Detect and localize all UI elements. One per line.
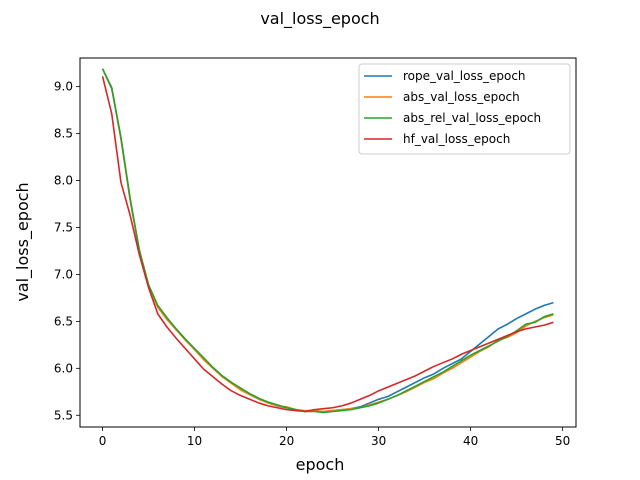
x-axis-label: epoch — [296, 455, 345, 474]
x-tick-label: 50 — [555, 434, 570, 448]
y-tick-label: 8.0 — [54, 174, 73, 188]
y-tick-label: 5.5 — [54, 408, 73, 422]
x-tick-label: 20 — [279, 434, 294, 448]
series-layer — [101, 68, 554, 414]
ticks-layer: 0 10 20 30 40 50 5.5 6.0 6.5 7.0 7.5 8.0 8.5 9.0 — [54, 80, 570, 448]
legend-label: abs_rel_val_loss_epoch — [403, 111, 541, 125]
x-tick-label: 30 — [371, 434, 386, 448]
legend: rope_val_loss_epoch abs_val_loss_epochabs… — [358, 63, 571, 155]
y-tick-label: 8.5 — [54, 127, 73, 141]
chart-title: val_loss_epoch — [260, 9, 379, 29]
y-tick-label: 7.0 — [54, 267, 73, 281]
y-tick-label: 9.0 — [54, 80, 73, 94]
x-tick-label: 10 — [187, 434, 202, 448]
series-line-hf_val_loss_epoch — [101, 76, 554, 413]
x-tick-label: 40 — [463, 434, 478, 448]
y-tick-label: 6.5 — [54, 314, 73, 328]
y-tick-label: 7.5 — [54, 220, 73, 234]
legend-label: abs_val_loss_epoch — [403, 90, 520, 104]
legend-label: hf_val_loss_epoch — [403, 132, 510, 146]
plot-frame — [79, 57, 577, 428]
x-tick-label: 0 — [99, 434, 107, 448]
series-line-abs_rel_val_loss_epoch — [101, 68, 554, 414]
legend-label: rope_val_loss_epoch — [403, 69, 526, 83]
y-tick-label: 6.0 — [54, 361, 73, 375]
y-axis-label: val_loss_epoch — [13, 182, 33, 301]
legend-box — [358, 63, 571, 155]
